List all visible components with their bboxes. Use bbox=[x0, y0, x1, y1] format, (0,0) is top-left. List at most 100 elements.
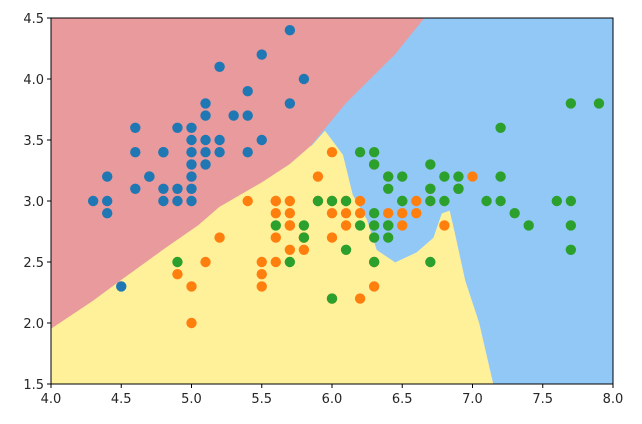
point-series1-31 bbox=[242, 195, 253, 207]
point-series2-8 bbox=[495, 122, 506, 133]
point-series0-3 bbox=[130, 183, 141, 194]
point-series2-19 bbox=[270, 220, 281, 231]
point-series2-2 bbox=[368, 208, 380, 219]
point-series2-45 bbox=[354, 147, 366, 158]
x-tick-label: 7.0 bbox=[462, 392, 483, 407]
y-tick-label: 3.5 bbox=[23, 134, 44, 149]
point-series0-6 bbox=[130, 147, 141, 158]
point-series1-8 bbox=[411, 208, 422, 219]
point-series2-28 bbox=[523, 220, 534, 231]
point-series1-13 bbox=[340, 208, 352, 219]
point-series2-20 bbox=[565, 220, 577, 231]
point-series2-6 bbox=[509, 208, 520, 219]
point-series1-34 bbox=[270, 195, 281, 207]
point-series2-17 bbox=[326, 293, 338, 304]
point-series0-12 bbox=[158, 195, 169, 207]
point-series0-19 bbox=[200, 110, 211, 121]
x-axis: 4.0 4.5 5.0 5.5 6.0 6.5 7.0 7.5 8.0 bbox=[41, 384, 623, 407]
point-series2-36 bbox=[326, 195, 338, 207]
point-series0-32 bbox=[186, 134, 197, 146]
point-series0-17 bbox=[200, 98, 211, 109]
point-series2-12 bbox=[284, 256, 296, 268]
point-series2-39 bbox=[453, 183, 464, 194]
point-series0-0 bbox=[200, 134, 211, 146]
point-series1-42 bbox=[354, 208, 366, 219]
point-series1-23 bbox=[383, 208, 394, 219]
point-series2-29 bbox=[593, 98, 605, 109]
point-series2-22 bbox=[425, 159, 436, 170]
point-series2-27 bbox=[495, 195, 506, 207]
point-series2-41 bbox=[439, 171, 450, 182]
point-series2-44 bbox=[397, 195, 408, 207]
x-tick-label: 6.5 bbox=[392, 392, 413, 407]
point-series2-16 bbox=[565, 244, 577, 255]
point-series0-14 bbox=[298, 73, 310, 85]
point-series1-20 bbox=[312, 171, 324, 182]
point-series0-35 bbox=[186, 171, 197, 182]
point-series1-33 bbox=[368, 281, 380, 292]
point-series0-34 bbox=[102, 171, 113, 182]
point-series2-10 bbox=[383, 232, 394, 243]
point-series1-0 bbox=[467, 171, 478, 182]
point-series1-7 bbox=[172, 269, 183, 280]
point-series1-40 bbox=[284, 195, 296, 207]
point-series0-31 bbox=[200, 147, 211, 158]
decision-regions bbox=[51, 18, 613, 384]
point-series1-39 bbox=[270, 232, 281, 243]
point-series1-44 bbox=[284, 220, 296, 231]
point-series0-23 bbox=[214, 134, 225, 146]
point-series0-13 bbox=[87, 195, 99, 207]
x-tick-label: 5.5 bbox=[251, 392, 272, 407]
point-series2-11 bbox=[439, 195, 450, 207]
point-series2-23 bbox=[495, 171, 506, 182]
point-series1-45 bbox=[354, 195, 366, 207]
y-axis: 1.5 2.0 2.5 3.0 3.5 4.0 4.5 bbox=[23, 12, 51, 393]
point-series1-9 bbox=[214, 232, 225, 243]
point-series2-1 bbox=[481, 195, 492, 207]
point-series2-30 bbox=[383, 220, 394, 231]
point-series1-43 bbox=[200, 256, 211, 268]
point-series1-18 bbox=[354, 293, 366, 304]
point-series0-36 bbox=[228, 110, 239, 121]
point-series0-1 bbox=[172, 195, 183, 207]
point-series2-7 bbox=[425, 256, 436, 268]
point-series2-43 bbox=[368, 256, 380, 268]
point-series1-27 bbox=[284, 244, 296, 255]
point-series2-18 bbox=[453, 171, 464, 182]
point-series2-33 bbox=[565, 195, 577, 207]
point-series0-20 bbox=[200, 159, 211, 170]
y-tick-label: 2.0 bbox=[23, 317, 44, 332]
decision-region-2 bbox=[310, 18, 613, 384]
point-series1-38 bbox=[186, 281, 197, 292]
x-tick-label: 6.0 bbox=[322, 392, 343, 407]
point-series0-16 bbox=[284, 98, 296, 109]
point-series0-15 bbox=[284, 25, 296, 36]
point-series0-37 bbox=[186, 159, 197, 170]
point-series2-25 bbox=[340, 195, 352, 207]
point-series1-21 bbox=[340, 220, 352, 231]
point-series2-32 bbox=[340, 244, 352, 255]
point-series2-4 bbox=[551, 195, 562, 207]
point-series1-25 bbox=[439, 220, 450, 231]
y-tick-label: 3.0 bbox=[23, 195, 44, 210]
point-series0-10 bbox=[242, 110, 253, 121]
point-series2-21 bbox=[368, 232, 380, 243]
point-series0-27 bbox=[256, 49, 267, 60]
point-series0-8 bbox=[102, 208, 113, 219]
point-series0-22 bbox=[186, 195, 197, 207]
point-series2-35 bbox=[383, 183, 394, 194]
x-tick-label: 5.0 bbox=[181, 392, 202, 407]
point-series2-42 bbox=[425, 195, 436, 207]
point-series2-0 bbox=[368, 159, 380, 170]
point-series0-4 bbox=[186, 122, 197, 133]
point-series1-24 bbox=[411, 195, 422, 207]
point-series1-10 bbox=[186, 317, 197, 329]
x-tick-label: 7.5 bbox=[532, 392, 553, 407]
point-series2-40 bbox=[298, 232, 310, 243]
point-series1-37 bbox=[298, 244, 310, 255]
point-series2-46 bbox=[312, 195, 324, 207]
x-tick-label: 4.5 bbox=[111, 392, 132, 407]
y-tick-label: 4.0 bbox=[23, 73, 44, 88]
point-series0-38 bbox=[130, 122, 141, 133]
point-series0-24 bbox=[214, 147, 225, 158]
